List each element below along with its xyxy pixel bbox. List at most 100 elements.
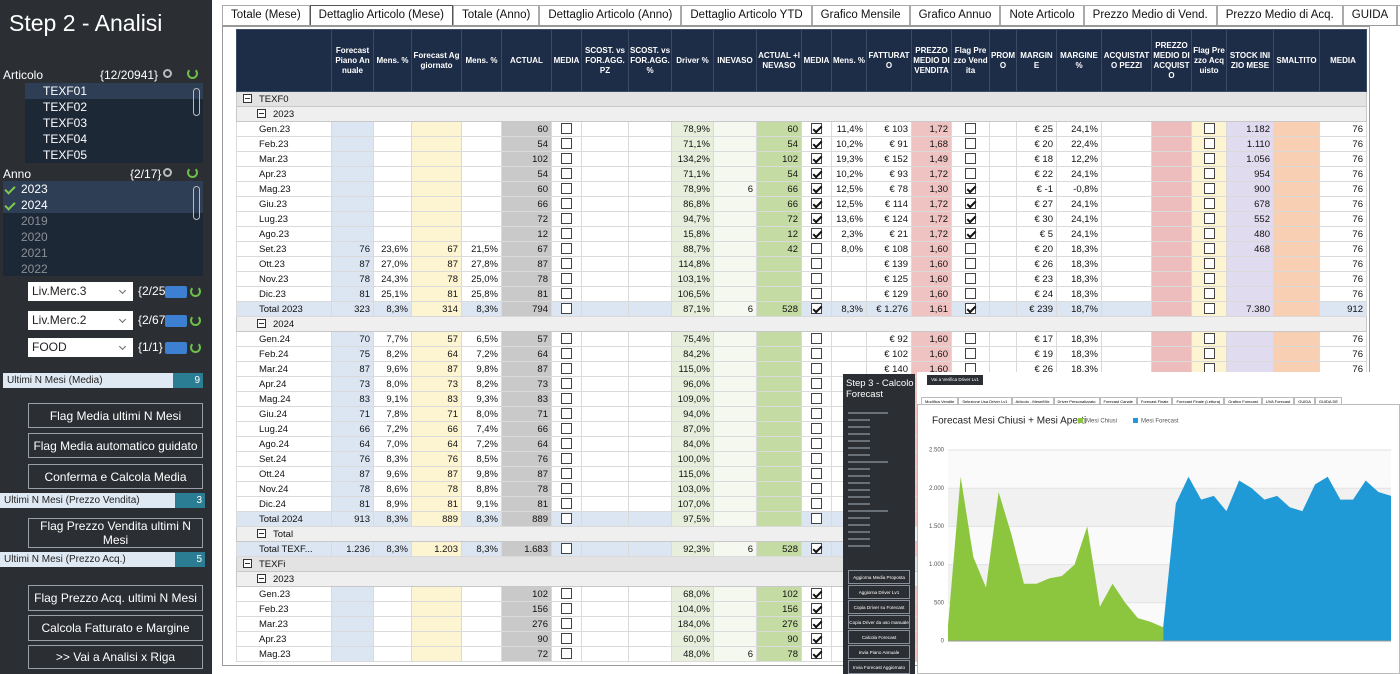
checkbox[interactable] — [811, 393, 822, 405]
checkbox[interactable] — [811, 483, 822, 495]
tab[interactable]: GUIDA DATA ENTRY — [1397, 5, 1400, 25]
checkbox[interactable] — [811, 258, 822, 270]
checkbox[interactable] — [561, 408, 572, 420]
checkbox[interactable] — [811, 198, 822, 210]
checkbox[interactable] — [561, 153, 572, 165]
button[interactable]: Flag Media ultimi N Mesi — [28, 403, 203, 428]
list-item[interactable]: 2023 — [3, 181, 203, 197]
refresh-icon[interactable] — [187, 167, 198, 178]
checkbox[interactable] — [965, 228, 976, 240]
checkbox[interactable] — [811, 408, 822, 420]
checkbox[interactable] — [561, 393, 572, 405]
checkbox[interactable] — [561, 438, 572, 450]
slider[interactable]: Ultimi N Mesi (Prezzo Acq.) 5 — [0, 552, 205, 567]
checkbox[interactable] — [965, 288, 976, 300]
checkbox[interactable] — [561, 468, 572, 480]
list-item[interactable]: TEXF01 — [25, 83, 203, 99]
button[interactable]: Calcola Forecast — [848, 630, 910, 644]
refresh-icon[interactable] — [190, 286, 201, 297]
checkbox[interactable] — [1203, 273, 1215, 285]
checkbox[interactable] — [965, 348, 976, 360]
checkbox[interactable] — [965, 138, 976, 150]
checkbox[interactable] — [811, 228, 822, 240]
checkbox[interactable] — [965, 183, 976, 195]
checkbox[interactable] — [811, 618, 822, 630]
checkbox[interactable] — [811, 243, 822, 255]
list-item[interactable]: TEXF02 — [43, 100, 88, 114]
checkbox[interactable] — [1203, 348, 1215, 360]
tab[interactable]: Prezzo Medio di Vend. — [1083, 5, 1217, 25]
checkbox[interactable] — [811, 603, 822, 615]
button[interactable]: Aggiorna Media Proposta — [848, 570, 910, 584]
collapse-icon[interactable] — [243, 94, 252, 104]
button[interactable]: Aggiorna Driver Lv1 — [848, 585, 910, 599]
checkbox[interactable] — [561, 348, 572, 360]
checkbox[interactable] — [561, 198, 572, 210]
checkbox[interactable] — [965, 273, 976, 285]
tab[interactable]: Totale (Mese) — [222, 5, 310, 25]
dropdown[interactable]: Liv.Merc.3 — [28, 282, 133, 301]
checkbox[interactable] — [561, 123, 572, 135]
button[interactable]: Flag Prezzo Acq. ultimi N Mesi — [28, 585, 203, 611]
refresh-icon[interactable] — [190, 342, 201, 353]
checkbox[interactable] — [561, 618, 572, 630]
checkbox[interactable] — [561, 543, 572, 555]
checkbox[interactable] — [1203, 228, 1215, 240]
checkbox[interactable] — [811, 633, 822, 645]
checkbox[interactable] — [811, 588, 822, 600]
checkbox[interactable] — [561, 588, 572, 600]
checkbox[interactable] — [561, 633, 572, 645]
checkbox[interactable] — [1203, 138, 1215, 150]
tab[interactable]: Dettaglio Articolo (Anno) — [539, 5, 682, 25]
checkbox[interactable] — [811, 153, 822, 165]
checkbox[interactable] — [1203, 243, 1215, 255]
checkbox[interactable] — [1203, 153, 1215, 165]
checkbox[interactable] — [811, 288, 822, 300]
checkbox[interactable] — [965, 303, 976, 315]
checkbox[interactable] — [561, 273, 572, 285]
checkbox[interactable] — [965, 243, 976, 255]
button[interactable]: Copia Driver su Forecast — [848, 600, 910, 614]
refresh-icon[interactable] — [187, 68, 198, 79]
checkbox[interactable] — [561, 363, 572, 375]
list-item[interactable]: 2022 — [21, 262, 48, 276]
checkbox[interactable] — [811, 543, 822, 555]
slider[interactable]: Ultimi N Mesi (Media) 9 — [3, 373, 203, 388]
collapse-icon[interactable] — [243, 559, 252, 569]
nav-icon[interactable] — [165, 315, 187, 327]
list-item[interactable]: 2021 — [21, 246, 48, 260]
collapse-icon[interactable] — [257, 109, 266, 119]
checkbox[interactable] — [561, 648, 572, 660]
checkbox[interactable] — [1203, 288, 1215, 300]
checkbox[interactable] — [561, 243, 572, 255]
dropdown[interactable]: FOOD — [28, 338, 133, 357]
nav-icon[interactable] — [165, 286, 187, 298]
nav-icon[interactable] — [165, 342, 187, 354]
refresh-icon[interactable] — [190, 315, 201, 326]
checkbox[interactable] — [1203, 168, 1215, 180]
checkbox[interactable] — [561, 378, 572, 390]
list-item[interactable]: 2019 — [21, 214, 48, 228]
checkbox[interactable] — [1203, 213, 1215, 225]
checkbox[interactable] — [561, 498, 572, 510]
checkbox[interactable] — [1203, 123, 1215, 135]
list-item[interactable]: 2024 — [3, 197, 203, 213]
checkbox[interactable] — [561, 333, 572, 345]
checkbox[interactable] — [811, 513, 822, 525]
checkbox[interactable] — [561, 603, 572, 615]
checkbox[interactable] — [561, 228, 572, 240]
button[interactable]: Vai a Verifica Driver Lv1 — [927, 375, 983, 385]
search-icon[interactable] — [163, 69, 172, 78]
checkbox[interactable] — [811, 423, 822, 435]
button[interactable]: Calcola Fatturato e Margine — [28, 615, 203, 641]
checkbox[interactable] — [561, 168, 572, 180]
checkbox[interactable] — [811, 213, 822, 225]
checkbox[interactable] — [811, 138, 822, 150]
button[interactable]: >> Vai a Analisi x Riga — [28, 645, 203, 669]
collapse-icon[interactable] — [257, 574, 266, 584]
button[interactable]: Flag Media automatico guidato — [28, 433, 203, 458]
checkbox[interactable] — [811, 123, 822, 135]
checkbox[interactable] — [1203, 303, 1215, 315]
checkbox[interactable] — [1203, 198, 1215, 210]
checkbox[interactable] — [811, 498, 822, 510]
